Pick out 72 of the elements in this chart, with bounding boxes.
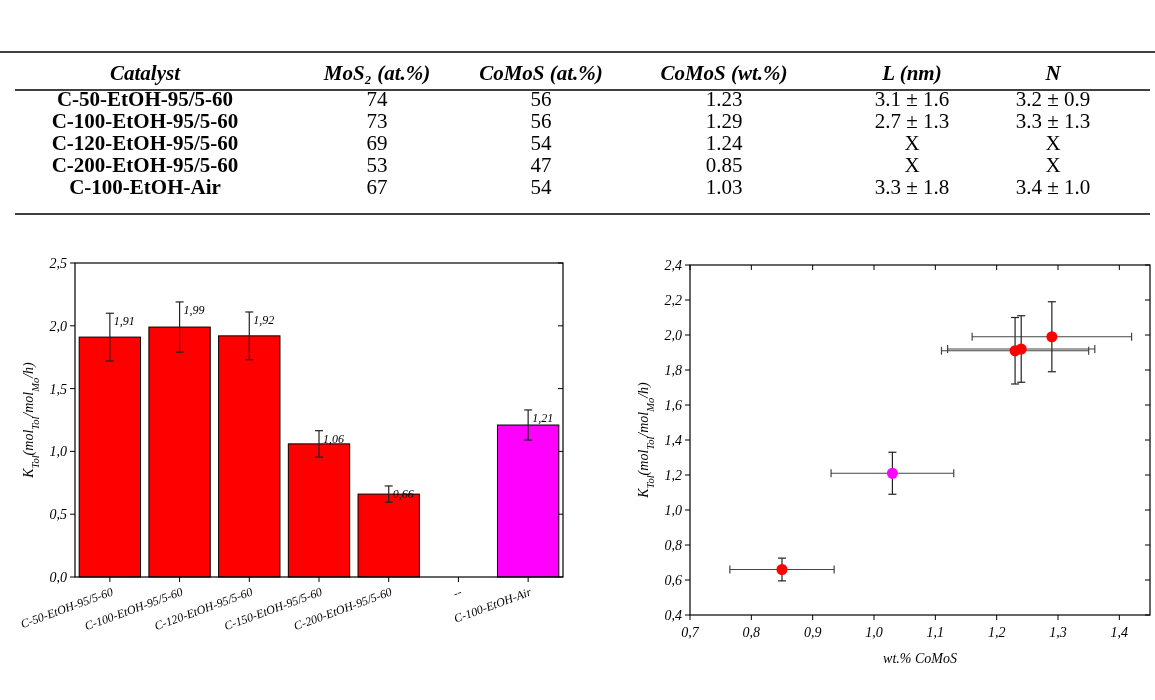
- y-tick-label: 0,4: [664, 608, 682, 623]
- text: 3.1 ± 1.6: [874, 87, 950, 111]
- text: 0.85: [705, 153, 743, 177]
- y-tick-label: 1,0: [49, 444, 67, 460]
- text: 53: [366, 153, 388, 177]
- data-label: 1,99: [183, 302, 205, 317]
- data-label: 1,21: [532, 410, 554, 425]
- text: C-100-EtOH-Air: [69, 175, 221, 199]
- x-axis-title: wt.% CoMoS: [883, 651, 957, 666]
- text: CoMoS (wt.%): [660, 61, 788, 85]
- text: CoMoS (at.%): [479, 61, 603, 85]
- text: 54: [530, 175, 552, 199]
- x-tick-label: 1,4: [1110, 625, 1129, 640]
- y-tick-label: 2,0: [664, 328, 682, 343]
- y-tick-label: 0,0: [49, 570, 67, 585]
- text: MoS₂ (at.%): [322, 61, 431, 85]
- data-label: 0,66: [392, 486, 414, 501]
- text: 56: [530, 87, 552, 111]
- text: 67: [366, 175, 388, 199]
- text: C-200-EtOH-95/5-60: [51, 153, 239, 177]
- x-tick-label: 0,8: [742, 625, 761, 640]
- text: 47: [530, 153, 552, 177]
- y-tick-label: 1,4: [664, 433, 682, 448]
- point: [886, 467, 898, 479]
- text: 3.4 ± 1.0: [1015, 175, 1091, 199]
- text: 2.7 ± 1.3: [874, 109, 950, 133]
- y-tick-label: 1,8: [664, 363, 682, 378]
- text: Catalyst: [109, 61, 182, 85]
- text: 69: [366, 131, 388, 155]
- y-tick-label: 1,0: [664, 503, 682, 518]
- text: C-120-EtOH-95/5-60: [51, 131, 239, 155]
- point: [1015, 343, 1027, 355]
- x-tick-label: 1,0: [865, 625, 883, 640]
- text: C-50-EtOH-95/5-60: [56, 87, 234, 111]
- text: 1.03: [705, 175, 743, 199]
- text: X: [1045, 131, 1061, 155]
- y-tick-label: 2,4: [664, 258, 682, 273]
- x-tick-label: 1,2: [987, 625, 1006, 640]
- text: 56: [530, 109, 552, 133]
- y-tick-label: 1,2: [664, 468, 682, 483]
- y-tick-label: 0,5: [49, 507, 67, 523]
- data-label: 1,91: [113, 314, 135, 329]
- data-label: 1,92: [253, 312, 275, 327]
- text: 74: [366, 87, 388, 111]
- x-tick-label: 1,3: [1049, 625, 1067, 640]
- y-tick-label: 1,5: [49, 381, 67, 397]
- text: C-100-EtOH-95/5-60: [51, 109, 239, 133]
- x-tick-label: 1,1: [926, 625, 945, 640]
- text: X: [904, 153, 920, 177]
- text: 3.3 ± 1.8: [874, 175, 950, 199]
- text: 3.2 ± 0.9: [1015, 87, 1091, 111]
- text: 3.3 ± 1.3: [1015, 109, 1091, 133]
- text: 54: [530, 131, 552, 155]
- x-tick-label: 0,9: [803, 625, 822, 640]
- y-tick-label: 1,6: [664, 398, 682, 413]
- text: 73: [366, 109, 388, 133]
- point: [776, 564, 788, 575]
- data-label: 1,06: [323, 431, 344, 446]
- y-tick-label: 2,5: [49, 256, 67, 271]
- text: X: [1045, 153, 1061, 177]
- y-tick-label: 2,2: [664, 293, 682, 308]
- text: 1.29: [705, 109, 743, 133]
- x-tick-label: 0,7: [681, 625, 700, 640]
- text: X: [904, 131, 920, 155]
- y-tick-label: 0,6: [664, 573, 682, 588]
- text: L (nm): [881, 61, 942, 85]
- y-tick-label: 0,8: [664, 538, 682, 553]
- text: 1.24: [705, 131, 743, 155]
- text: 1.23: [705, 87, 743, 111]
- point: [1046, 331, 1058, 343]
- y-tick-label: 2,0: [49, 318, 67, 334]
- text: N: [1044, 61, 1062, 85]
